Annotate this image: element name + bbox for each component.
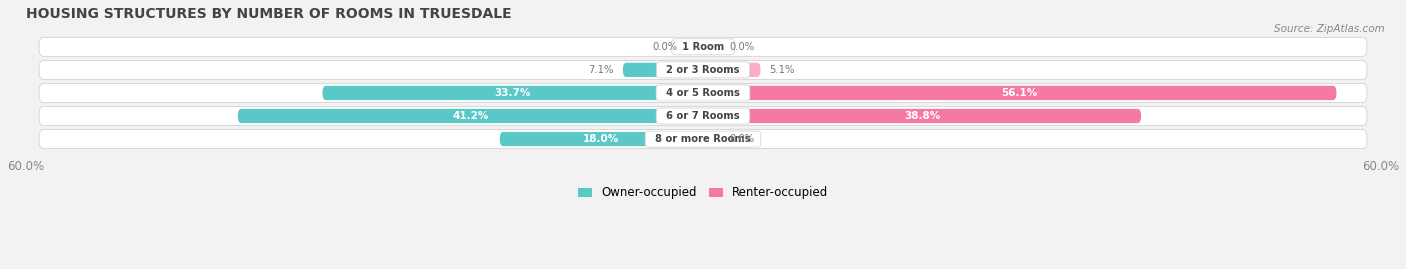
FancyBboxPatch shape bbox=[703, 86, 1337, 100]
Text: 5.1%: 5.1% bbox=[769, 65, 794, 75]
Text: 38.8%: 38.8% bbox=[904, 111, 941, 121]
FancyBboxPatch shape bbox=[39, 61, 1367, 79]
Text: 41.2%: 41.2% bbox=[453, 111, 488, 121]
FancyBboxPatch shape bbox=[703, 132, 720, 146]
FancyBboxPatch shape bbox=[623, 63, 703, 77]
Text: 18.0%: 18.0% bbox=[583, 134, 620, 144]
Text: 33.7%: 33.7% bbox=[495, 88, 531, 98]
Text: 0.0%: 0.0% bbox=[728, 134, 754, 144]
FancyBboxPatch shape bbox=[322, 86, 703, 100]
Text: 7.1%: 7.1% bbox=[589, 65, 614, 75]
FancyBboxPatch shape bbox=[703, 109, 1142, 123]
Text: 8 or more Rooms: 8 or more Rooms bbox=[648, 134, 758, 144]
Text: 4 or 5 Rooms: 4 or 5 Rooms bbox=[659, 88, 747, 98]
FancyBboxPatch shape bbox=[39, 130, 1367, 148]
Text: 2 or 3 Rooms: 2 or 3 Rooms bbox=[659, 65, 747, 75]
FancyBboxPatch shape bbox=[686, 40, 703, 54]
Legend: Owner-occupied, Renter-occupied: Owner-occupied, Renter-occupied bbox=[578, 186, 828, 200]
Text: 0.0%: 0.0% bbox=[652, 42, 678, 52]
Text: 0.0%: 0.0% bbox=[728, 42, 754, 52]
FancyBboxPatch shape bbox=[39, 107, 1367, 125]
FancyBboxPatch shape bbox=[703, 40, 720, 54]
FancyBboxPatch shape bbox=[499, 132, 703, 146]
FancyBboxPatch shape bbox=[238, 109, 703, 123]
Text: Source: ZipAtlas.com: Source: ZipAtlas.com bbox=[1274, 24, 1385, 34]
Text: 6 or 7 Rooms: 6 or 7 Rooms bbox=[659, 111, 747, 121]
Text: 1 Room: 1 Room bbox=[675, 42, 731, 52]
Text: 56.1%: 56.1% bbox=[1001, 88, 1038, 98]
Text: HOUSING STRUCTURES BY NUMBER OF ROOMS IN TRUESDALE: HOUSING STRUCTURES BY NUMBER OF ROOMS IN… bbox=[25, 7, 512, 21]
FancyBboxPatch shape bbox=[39, 37, 1367, 56]
FancyBboxPatch shape bbox=[703, 63, 761, 77]
FancyBboxPatch shape bbox=[39, 83, 1367, 102]
